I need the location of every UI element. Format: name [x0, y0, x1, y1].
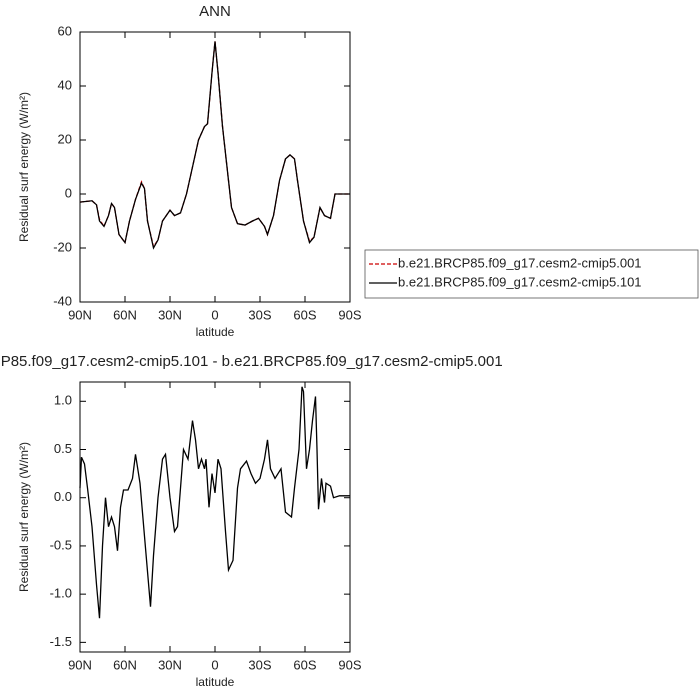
chart-title: b.e21.BRCP85.f09_g17.cesm2-cmip5.101 - b…	[0, 353, 503, 370]
y-tick-label: -1.5	[50, 634, 72, 649]
x-tick-label: 30N	[158, 307, 182, 322]
x-tick-label: 60S	[293, 657, 316, 672]
x-tick-label: 30S	[248, 657, 271, 672]
legend-label: b.e21.BRCP85.f09_g17.cesm2-cmip5.101	[398, 274, 642, 289]
x-axis-label: latitude	[196, 675, 235, 689]
y-tick-label: 0	[65, 185, 72, 200]
x-tick-label: 90N	[68, 307, 92, 322]
y-axis-label: Residual surf energy (W/m²)	[17, 92, 31, 242]
x-tick-label: 60N	[113, 657, 137, 672]
x-tick-label: 90N	[68, 657, 92, 672]
data-line	[79, 41, 350, 250]
x-tick-label: 30S	[248, 307, 271, 322]
y-tick-label: -20	[53, 239, 72, 254]
legend-label: b.e21.BRCP85.f09_g17.cesm2-cmip5.001	[398, 255, 642, 270]
y-tick-label: 60	[58, 23, 72, 38]
y-axis-label: Residual surf energy (W/m²)	[17, 442, 31, 592]
x-tick-label: 0	[211, 307, 218, 322]
x-tick-label: 90S	[338, 307, 361, 322]
x-tick-label: 60N	[113, 307, 137, 322]
x-tick-label: 30N	[158, 657, 182, 672]
x-axis-label: latitude	[196, 325, 235, 339]
y-tick-label: 0.0	[54, 489, 72, 504]
y-tick-label: -1.0	[50, 586, 72, 601]
y-tick-label: -40	[53, 293, 72, 308]
x-tick-label: 90S	[338, 657, 361, 672]
data-line	[79, 41, 350, 249]
chart-title: ANN	[199, 3, 231, 20]
y-tick-label: 0.5	[54, 441, 72, 456]
y-tick-label: 1.0	[54, 393, 72, 408]
plot-frame	[79, 31, 351, 303]
x-tick-label: 60S	[293, 307, 316, 322]
legend-box	[364, 249, 699, 299]
x-tick-label: 0	[211, 657, 218, 672]
y-tick-label: 40	[58, 77, 72, 92]
y-tick-label: 20	[58, 131, 72, 146]
y-tick-label: -0.5	[50, 537, 72, 552]
data-line	[79, 386, 350, 619]
plot-frame	[79, 381, 351, 653]
